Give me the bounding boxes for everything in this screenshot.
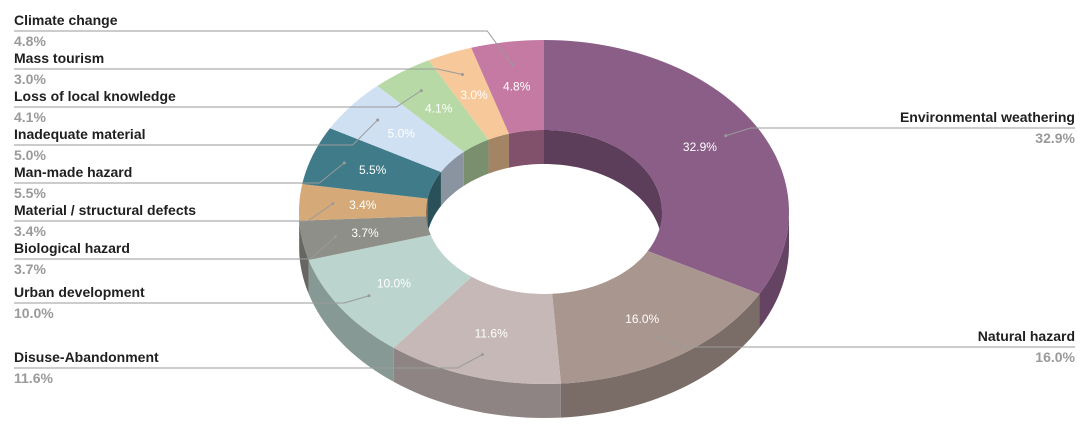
label-name-environmental-weathering: Environmental weathering — [900, 109, 1075, 125]
leader-line-urban-development — [14, 295, 370, 304]
label-name-inadequate-material: Inadequate material — [14, 126, 146, 142]
label-name-climate-change: Climate change — [14, 12, 118, 28]
leader-dot-loss-of-local-knowledge — [419, 89, 423, 93]
leader-dot-man-made-hazard — [342, 161, 346, 165]
label-value-environmental-weathering: 32.9% — [1035, 130, 1075, 146]
leader-line-loss-of-local-knowledge — [14, 90, 422, 108]
label-value-disuse-abandonment: 11.6% — [14, 370, 53, 386]
leader-line-disuse-abandonment — [14, 354, 483, 369]
slice-value-disuse-abandonment: 11.6% — [475, 327, 508, 341]
slice-value-biological-hazard: 3.7% — [351, 226, 379, 240]
slice-labels: Environmental weathering 32.9% Natural haz… — [14, 12, 1076, 386]
label-value-biological-hazard: 3.7% — [14, 261, 46, 277]
donut-top: 32.9% 16.0% 11.6% 10.0% 3.7% 3.4% 5.5% 5.0% 4.1%… — [299, 40, 789, 384]
leader-dot-urban-development — [367, 294, 371, 298]
label-value-climate-change: 4.8% — [14, 33, 46, 49]
leader-dot-biological-hazard — [333, 235, 337, 239]
leader-line-material-structural-defects — [14, 203, 334, 222]
slice-climate-change — [471, 40, 544, 134]
leader-line-inadequate-material — [14, 119, 379, 146]
label-value-urban-development: 10.0% — [14, 305, 54, 321]
label-name-biological-hazard: Biological hazard — [14, 240, 130, 256]
leader-dot-climate-change — [510, 63, 514, 67]
label-name-mass-tourism: Mass tourism — [14, 50, 104, 66]
leader-dot-inadequate-material — [376, 118, 380, 122]
slice-value-material-structural-defects: 3.4% — [349, 198, 377, 212]
label-name-man-made-hazard: Man-made hazard — [14, 164, 132, 180]
label-name-loss-of-local-knowledge: Loss of local knowledge — [14, 88, 176, 104]
leader-line-environmental-weathering — [725, 127, 1075, 137]
inner-inadequate-material — [440, 151, 464, 207]
leader-line-natural-hazard — [658, 336, 1075, 348]
label-value-natural-hazard: 16.0% — [1035, 349, 1075, 365]
leader-line-climate-change — [14, 30, 513, 65]
slice-material-structural-defects — [299, 184, 428, 221]
slice-man-made-hazard — [302, 128, 441, 199]
slice-disuse-abandonment — [393, 276, 561, 384]
label-value-mass-tourism: 3.0% — [14, 71, 46, 87]
slice-urban-development — [308, 234, 472, 348]
inner-loss-of-local-knowledge — [463, 139, 489, 186]
side-urban-development — [308, 259, 394, 382]
leader-dot-mass-tourism — [460, 73, 464, 77]
slice-loss-of-local-knowledge — [377, 60, 489, 152]
label-name-urban-development: Urban development — [14, 284, 145, 300]
donut-depth — [299, 212, 789, 418]
label-name-material-structural-defects: Material / structural defects — [14, 202, 196, 218]
label-value-material-structural-defects: 3.4% — [14, 223, 46, 239]
label-value-man-made-hazard: 5.5% — [14, 185, 46, 201]
slice-biological-hazard — [299, 216, 431, 260]
label-name-disuse-abandonment: Disuse-Abandonment — [14, 349, 159, 365]
leader-line-mass-tourism — [14, 68, 463, 76]
slice-mass-tourism — [428, 47, 509, 140]
slice-environmental-weathering — [544, 40, 789, 294]
side-disuse-abandonment — [393, 347, 561, 418]
leader-dot-natural-hazard — [656, 335, 660, 339]
donut-inner-wall — [426, 130, 662, 246]
slice-value-mass-tourism: 3.0% — [460, 88, 488, 102]
slice-natural-hazard — [552, 251, 760, 384]
slice-value-inadequate-material: 5.0% — [388, 127, 416, 141]
leader-line-man-made-hazard — [14, 162, 345, 184]
leader-dot-environmental-weathering — [724, 134, 728, 138]
side-environmental-weathering — [759, 212, 789, 328]
leader-dot-material-structural-defects — [331, 202, 335, 206]
side-natural-hazard — [560, 293, 760, 418]
slice-value-urban-development: 10.0% — [377, 276, 411, 290]
slice-value-climate-change: 4.8% — [503, 79, 531, 93]
slice-value-man-made-hazard: 5.5% — [359, 163, 387, 177]
slice-value-loss-of-local-knowledge: 4.1% — [425, 102, 453, 116]
leader-line-biological-hazard — [14, 236, 336, 260]
inner-environmental-weathering — [544, 130, 662, 246]
leader-dot-disuse-abandonment — [480, 353, 484, 357]
inner-man-made-hazard — [427, 172, 441, 233]
label-value-loss-of-local-knowledge: 4.1% — [14, 109, 46, 125]
label-value-inadequate-material: 5.0% — [14, 147, 46, 163]
inner-mass-tourism — [488, 133, 509, 174]
slice-value-environmental-weathering: 32.9% — [683, 140, 717, 154]
side-biological-hazard — [299, 220, 309, 294]
label-name-natural-hazard: Natural hazard — [978, 328, 1075, 344]
inner-climate-change — [508, 130, 544, 168]
slice-value-natural-hazard: 16.0% — [625, 312, 659, 326]
